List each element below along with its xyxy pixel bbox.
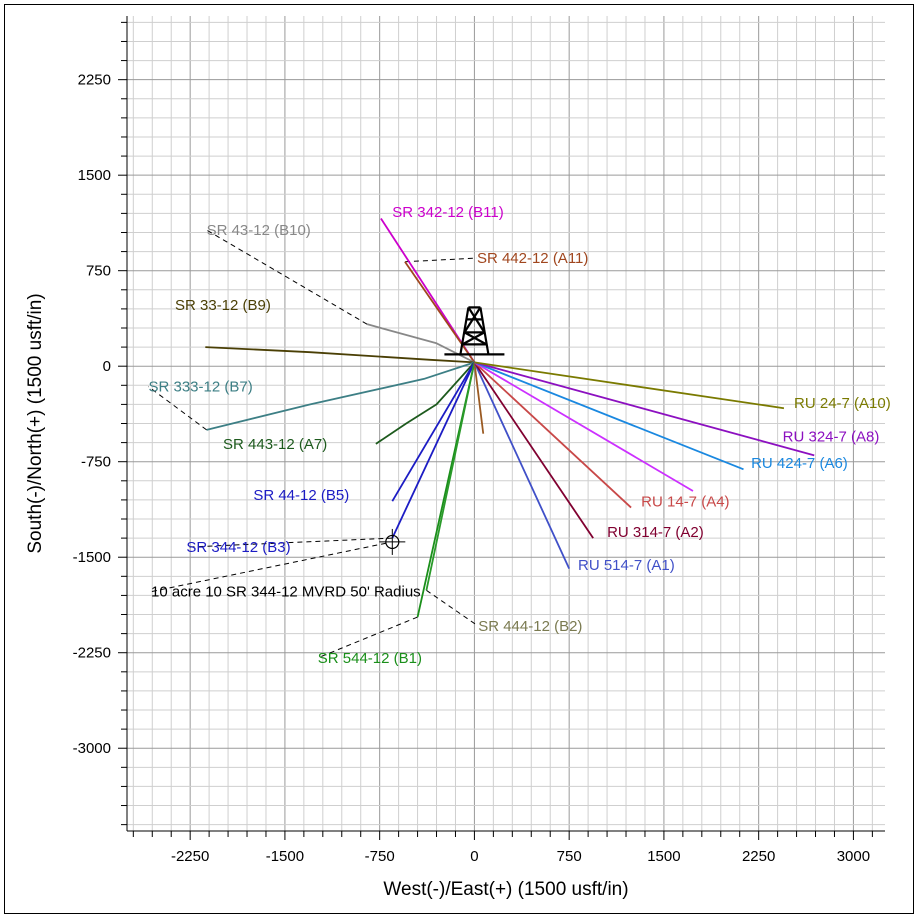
well-label: SR 43-12 (B10) <box>207 222 311 239</box>
well-label: RU 514-7 (A1) <box>578 557 675 574</box>
well-path-line <box>391 361 476 502</box>
label-leader-line <box>148 386 207 431</box>
well-path-line <box>474 361 744 471</box>
label-leader-line <box>150 542 387 593</box>
well-path-line <box>206 361 475 431</box>
x-axis-title: West(-)/East(+) (1500 usft/in) <box>383 879 628 900</box>
x-tick-label: 1500 <box>647 848 680 865</box>
drilling-rig-icon <box>444 306 505 356</box>
chart-frame: -2250 -1500 -750 0 750 1500 2250 3000 2250 1500 75… <box>4 4 914 914</box>
y-axis-title: South(-)/North(+) (1500 usft/in) <box>25 293 46 553</box>
x-tick-label: -750 <box>365 848 395 865</box>
label-leader-line <box>206 229 368 325</box>
y-tick-label: -750 <box>81 454 111 471</box>
well-label: SR 544-12 (B1) <box>318 650 422 667</box>
well-path-line <box>474 361 785 410</box>
x-tick-label: 2250 <box>742 848 775 865</box>
well-path-line <box>391 361 476 539</box>
x-tick-label: 750 <box>557 848 582 865</box>
label-leader-line <box>426 589 479 627</box>
well-label: RU 14-7 (A4) <box>641 493 729 510</box>
well-path-line <box>473 362 485 434</box>
label-leader-line <box>186 537 393 548</box>
well-paths <box>205 217 815 618</box>
well-label: SR 443-12 (A7) <box>223 436 327 453</box>
well-label: SR 44-12 (B5) <box>253 487 349 504</box>
well-labels: SR 342-12 (B11) SR 442-12 (A11) SR 43-12 (… <box>148 204 890 667</box>
rig-strut <box>463 306 482 333</box>
well-plan-chart: -2250 -1500 -750 0 750 1500 2250 3000 2250 1500 75… <box>25 16 891 900</box>
well-path-line <box>205 346 475 364</box>
well-label: SR 344-12 (B3) <box>186 539 290 556</box>
well-label: RU 324-7 (A8) <box>783 428 880 445</box>
well-path-line <box>473 361 594 539</box>
y-tick-label: 2250 <box>78 72 111 89</box>
well-path-line <box>473 361 694 492</box>
grid <box>127 16 885 831</box>
x-tick-label: 3000 <box>837 848 870 865</box>
y-tick-label: -3000 <box>73 740 111 757</box>
well-label: RU 424-7 (A6) <box>751 455 848 472</box>
y-tick-label: 0 <box>103 358 111 375</box>
target-circle-icon <box>379 528 406 555</box>
well-path-line <box>473 361 570 570</box>
well-label: SR 333-12 (B7) <box>148 379 252 396</box>
label-leaders <box>148 229 479 659</box>
y-tick-label: 1500 <box>78 167 111 184</box>
rig-strut <box>461 331 485 346</box>
well-path-line <box>366 323 475 364</box>
x-tick-label: -2250 <box>171 848 209 865</box>
y-tick-label: 750 <box>86 263 111 280</box>
well-path-line <box>425 362 476 591</box>
well-label: SR 444-12 (B2) <box>478 618 582 635</box>
well-path-line <box>474 361 815 457</box>
well-label: SR 33-12 (B9) <box>175 297 271 314</box>
well-label: SR 442-12 (A11) <box>477 250 588 267</box>
well-path-line <box>473 361 632 509</box>
y-tick-label: -1500 <box>73 549 111 566</box>
axes: -2250 -1500 -750 0 750 1500 2250 3000 2250 1500 75… <box>73 16 885 865</box>
well-label: RU 314-7 (A2) <box>607 524 704 541</box>
rig-strut <box>467 306 486 333</box>
well-label: RU 24-7 (A10) <box>794 395 891 412</box>
x-tick-label: 0 <box>470 848 478 865</box>
well-label: 10 acre 10 SR 344-12 MVRD 50' Radius <box>151 584 421 601</box>
well-path-line <box>375 361 476 445</box>
y-tick-label: -2250 <box>73 645 111 662</box>
label-leader-line <box>404 257 477 263</box>
well-label: SR 342-12 (B11) <box>392 204 503 221</box>
x-tick-label: -1500 <box>266 848 304 865</box>
